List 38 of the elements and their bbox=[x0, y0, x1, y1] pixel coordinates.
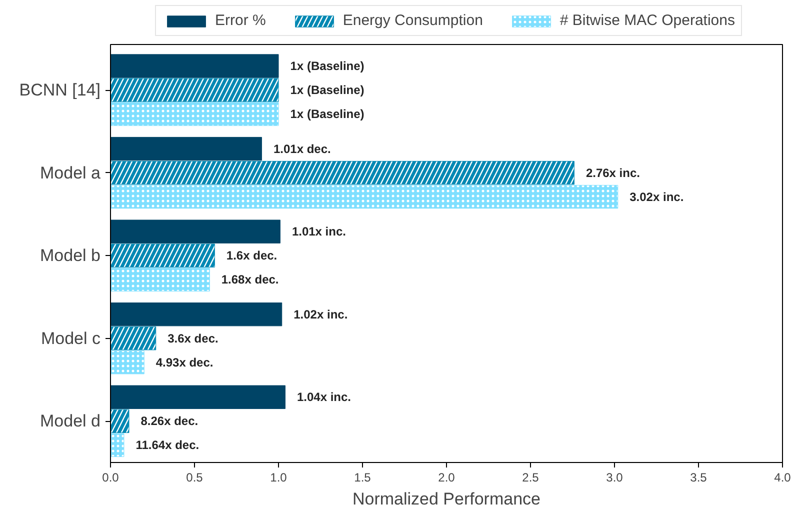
x-tick-label: 3.0 bbox=[606, 470, 624, 484]
data-label: 1x (Baseline) bbox=[290, 59, 364, 74]
x-tick-label: 1.0 bbox=[270, 470, 288, 484]
x-tick-label: 3.5 bbox=[690, 470, 708, 484]
data-label: 4.93x dec. bbox=[156, 355, 214, 370]
bar bbox=[110, 136, 262, 161]
x-tick-label: 1.5 bbox=[354, 470, 372, 484]
data-label: 1.6x dec. bbox=[226, 248, 278, 263]
data-label: 1.02x inc. bbox=[294, 307, 348, 322]
x-tick-label: 0.0 bbox=[102, 470, 120, 484]
y-tick-label: Model a bbox=[40, 163, 102, 182]
data-label: 3.02x inc. bbox=[630, 190, 684, 204]
x-tick-label: 2.5 bbox=[522, 470, 540, 484]
legend-label: Error % bbox=[215, 12, 266, 29]
data-label: 1.68x dec. bbox=[221, 272, 279, 287]
y-tick-label: Model b bbox=[40, 246, 101, 266]
legend-label: # Bitwise MAC Operations bbox=[560, 12, 735, 29]
data-label: 1x (Baseline) bbox=[290, 107, 364, 122]
bar bbox=[110, 385, 286, 409]
data-label: 1.04x inc. bbox=[296, 390, 352, 404]
data-label: 1x (Baseline) bbox=[290, 83, 364, 98]
bar bbox=[110, 220, 280, 244]
data-label: 8.26x dec. bbox=[140, 414, 198, 428]
x-tick-label: 4.0 bbox=[774, 470, 792, 484]
y-tick-label: BCNN [14] bbox=[19, 80, 100, 100]
x-tick-label: 2.0 bbox=[438, 470, 456, 484]
data-label: 1.01x inc. bbox=[292, 224, 346, 239]
y-tick-label: Model c bbox=[40, 328, 101, 348]
x-tick-label: 0.5 bbox=[186, 470, 204, 484]
data-label: 11.64x dec. bbox=[136, 438, 200, 452]
y-tick-label: Model d bbox=[40, 412, 101, 431]
data-label: 1.01x dec. bbox=[273, 142, 331, 156]
legend-label: Energy Consumption bbox=[342, 12, 483, 29]
x-axis-title: Normalized Performance bbox=[352, 490, 541, 508]
bar bbox=[110, 302, 282, 326]
data-label: 2.76x inc. bbox=[586, 166, 640, 180]
bar bbox=[110, 54, 279, 78]
data-label: 3.6x dec. bbox=[168, 331, 218, 346]
